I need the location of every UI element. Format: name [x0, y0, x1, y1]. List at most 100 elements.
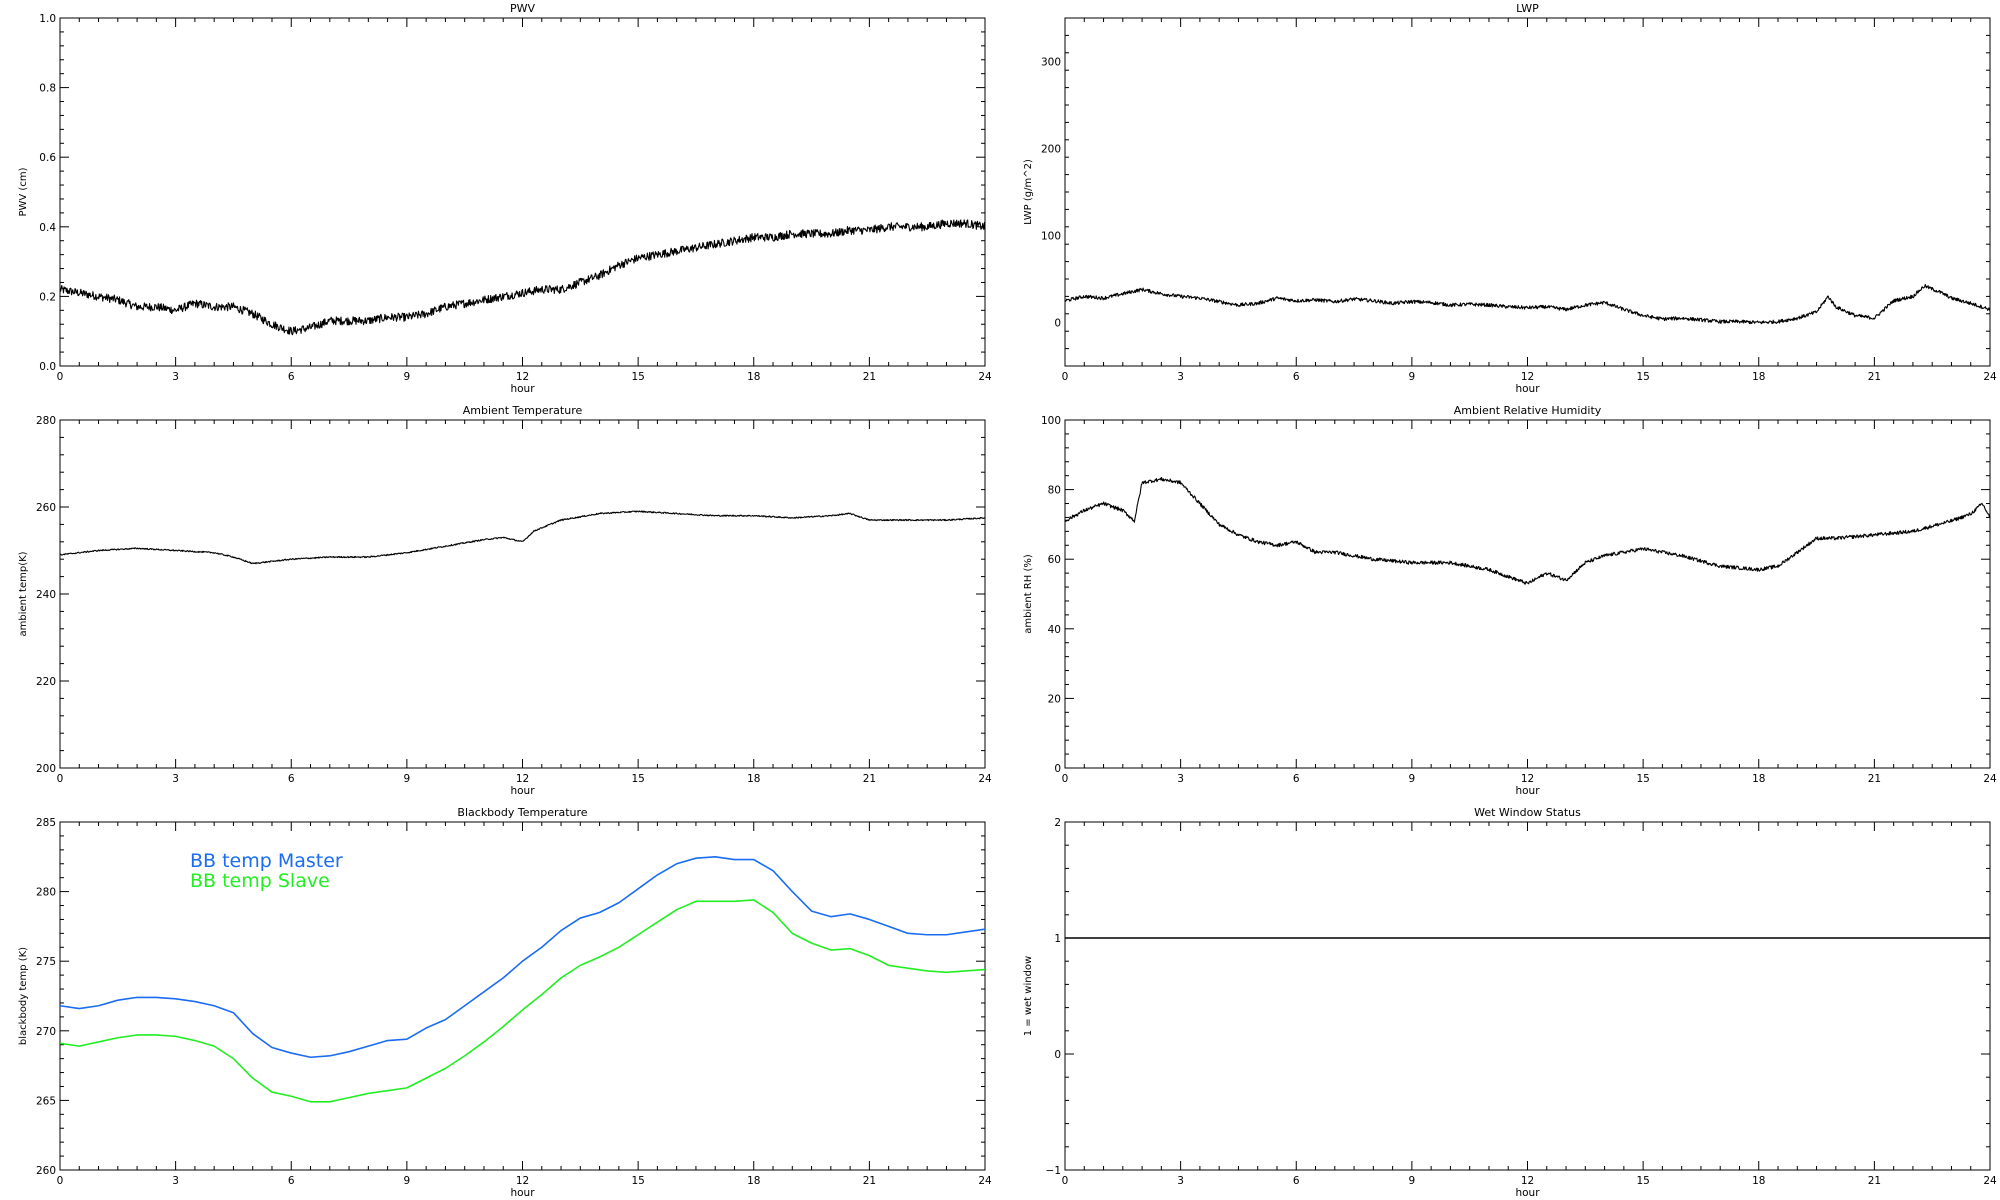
x-tick-label: 6	[288, 773, 295, 785]
x-tick-label: 3	[172, 773, 179, 785]
x-tick-label: 24	[978, 371, 992, 383]
x-tick-label: 0	[57, 773, 64, 785]
plot-frame	[59, 419, 986, 769]
x-tick-label: 12	[516, 1175, 529, 1187]
x-tick-label: 21	[1868, 773, 1881, 785]
y-axis-label: ambient temp(K)	[18, 551, 29, 636]
x-axis-label: hour	[1515, 383, 1540, 395]
plot-frame	[1064, 821, 1991, 1171]
y-tick-label: 1.0	[39, 13, 56, 25]
y-tick-label: 20	[1048, 693, 1061, 705]
x-tick-label: 15	[1636, 371, 1649, 383]
x-tick-label: 0	[57, 1175, 64, 1187]
x-tick-label: 24	[1983, 371, 1997, 383]
x-axis-label: hour	[510, 383, 535, 395]
plot-frame	[59, 17, 986, 367]
x-tick-label: 0	[1062, 773, 1069, 785]
x-axis-label: hour	[1515, 1187, 1540, 1199]
x-tick-label: 3	[1177, 1175, 1184, 1187]
y-tick-label: 260	[36, 502, 56, 514]
x-tick-label: 12	[1521, 371, 1534, 383]
x-tick-label: 6	[288, 1175, 295, 1187]
x-tick-label: 21	[1868, 371, 1881, 383]
y-tick-label: −1	[1046, 1165, 1061, 1177]
y-tick-label: 0	[1054, 763, 1061, 775]
x-tick-label: 15	[1636, 1175, 1649, 1187]
x-tick-label: 9	[404, 773, 411, 785]
y-tick-label: 40	[1048, 624, 1061, 636]
y-tick-label: 280	[36, 415, 56, 427]
y-tick-label: 0	[1054, 318, 1061, 330]
y-tick-label: 0.4	[39, 222, 56, 234]
x-tick-label: 18	[1752, 1175, 1765, 1187]
chart-title: LWP	[1516, 2, 1539, 15]
x-tick-label: 18	[1752, 773, 1765, 785]
x-tick-label: 21	[863, 371, 876, 383]
x-tick-label: 24	[1983, 773, 1997, 785]
x-tick-label: 3	[172, 1175, 179, 1187]
panel-4: Ambient Relative Humidity 0 3 6 9 12 15 18 21 24 0…	[1023, 404, 1997, 797]
y-tick-label: 265	[36, 1095, 56, 1107]
y-axis-label: LWP (g/m^2)	[1023, 159, 1034, 225]
x-axis-label: hour	[510, 1187, 535, 1199]
series-line-1	[1065, 284, 1990, 325]
x-axis-label: hour	[1515, 785, 1540, 797]
series-line-1	[1065, 476, 1990, 585]
plot-area	[1065, 476, 1990, 585]
x-tick-label: 18	[747, 371, 760, 383]
x-tick-label: 9	[404, 371, 411, 383]
x-tick-label: 12	[1521, 773, 1534, 785]
x-tick-label: 9	[1409, 1175, 1416, 1187]
y-tick-label: 220	[36, 676, 56, 688]
x-tick-label: 21	[863, 773, 876, 785]
chart-title: Ambient Relative Humidity	[1454, 404, 1602, 417]
x-tick-label: 12	[1521, 1175, 1534, 1187]
x-tick-label: 9	[404, 1175, 411, 1187]
x-tick-label: 12	[516, 773, 529, 785]
x-tick-label: 21	[863, 1175, 876, 1187]
y-tick-label: 260	[36, 1165, 56, 1177]
y-axis-label: blackbody temp (K)	[18, 947, 29, 1045]
y-tick-label: 100	[1041, 415, 1061, 427]
x-tick-label: 9	[1409, 773, 1416, 785]
y-axis-label: 1 = wet window	[1023, 956, 1034, 1036]
x-tick-label: 6	[1293, 773, 1300, 785]
x-axis-label: hour	[510, 785, 535, 797]
x-tick-label: 21	[1868, 1175, 1881, 1187]
y-tick-label: 280	[36, 887, 56, 899]
x-tick-label: 18	[747, 1175, 760, 1187]
chart-title: Wet Window Status	[1474, 806, 1581, 819]
plot-area	[1065, 284, 1990, 325]
x-tick-label: 15	[631, 773, 644, 785]
x-tick-label: 24	[978, 1175, 992, 1187]
x-tick-label: 18	[1752, 371, 1765, 383]
y-tick-label: 300	[1041, 57, 1061, 69]
chart-title: PWV	[510, 2, 536, 15]
panel-5: Blackbody Temperature 0 3 6 9 12 15 18 21 24 260 26…	[18, 806, 992, 1199]
y-tick-label: 240	[36, 589, 56, 601]
y-tick-label: 100	[1041, 231, 1061, 243]
x-tick-label: 9	[1409, 371, 1416, 383]
y-tick-label: 0.0	[39, 361, 56, 373]
series-line-1	[60, 510, 985, 565]
x-tick-label: 3	[172, 371, 179, 383]
plot-frame	[1064, 419, 1991, 769]
x-tick-label: 0	[1062, 1175, 1069, 1187]
x-tick-label: 12	[516, 371, 529, 383]
panel-3: Ambient Temperature 0 3 6 9 12 15 18 21 24 200 220 2…	[18, 404, 992, 797]
legend-entry: BB temp Slave	[190, 870, 330, 892]
y-tick-label: 0	[1054, 1049, 1061, 1061]
series-line-bb-temp-slave	[60, 899, 985, 1103]
plot-area	[60, 510, 985, 565]
y-tick-label: 275	[36, 956, 56, 968]
y-tick-label: 0.8	[39, 83, 56, 95]
series-line-1	[60, 219, 985, 336]
x-tick-label: 3	[1177, 371, 1184, 383]
x-tick-label: 18	[747, 773, 760, 785]
plot-area	[60, 219, 985, 336]
x-tick-label: 6	[1293, 1175, 1300, 1187]
x-tick-label: 0	[1062, 371, 1069, 383]
x-tick-label: 0	[57, 371, 64, 383]
